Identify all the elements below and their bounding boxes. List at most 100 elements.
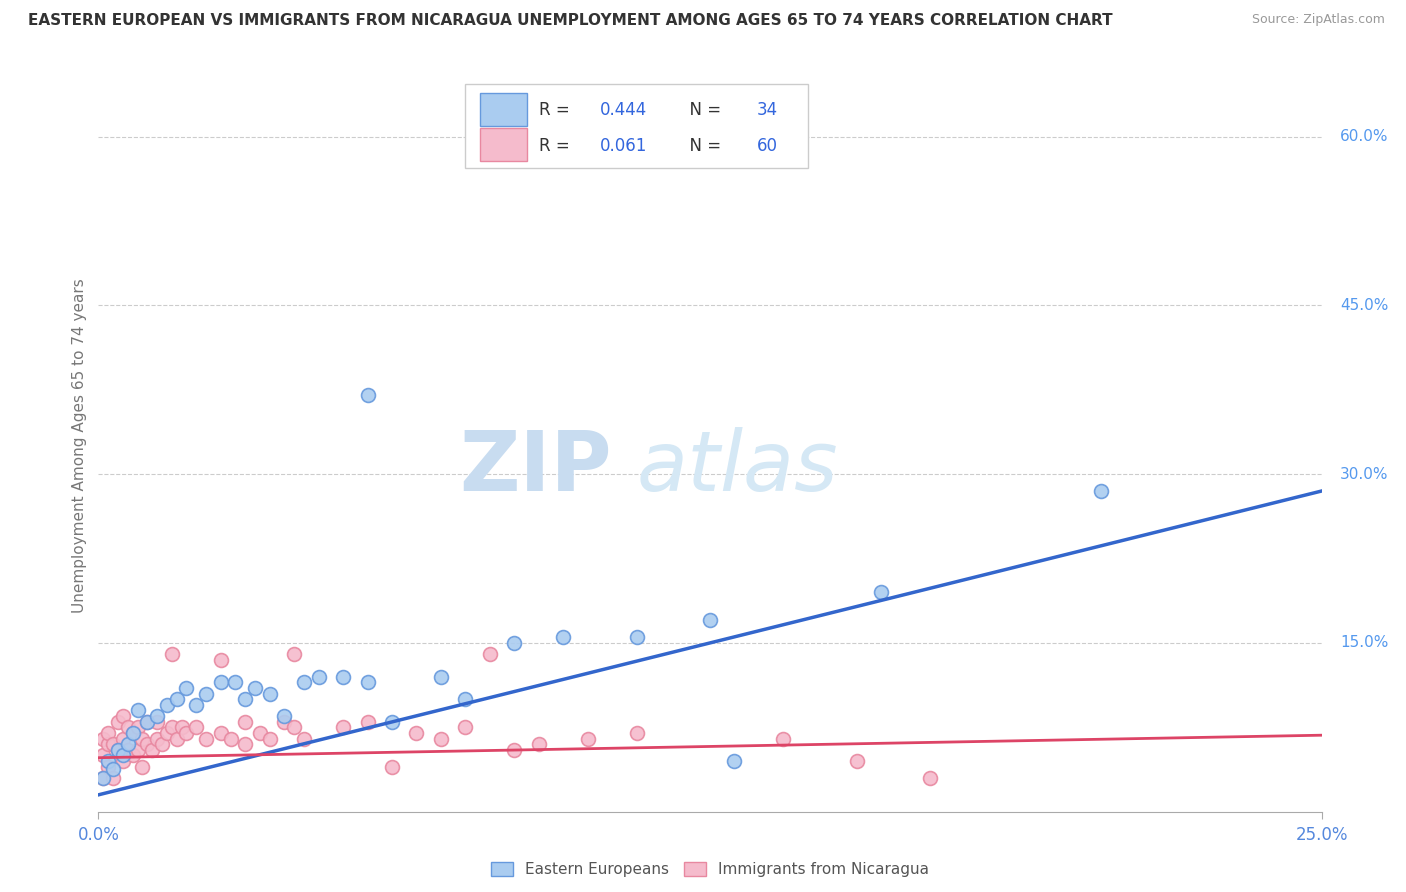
Point [209, 726, 232, 740]
Point [503, 743, 526, 757]
Point [381, 714, 404, 729]
Point [430, 731, 453, 746]
Point [259, 731, 281, 746]
Point [127, 703, 149, 717]
Point [170, 720, 193, 734]
Point [332, 720, 354, 734]
Point [131, 731, 153, 746]
Text: R =: R = [538, 137, 575, 155]
Text: 0.444: 0.444 [600, 101, 647, 119]
Point [273, 709, 295, 723]
Text: R =: R = [538, 101, 575, 119]
Point [259, 687, 281, 701]
Point [1090, 483, 1112, 498]
Point [101, 762, 124, 776]
Point [136, 714, 159, 729]
Text: 45.0%: 45.0% [1340, 298, 1388, 313]
Point [156, 726, 179, 740]
Point [292, 675, 315, 690]
Text: 15.0%: 15.0% [1340, 635, 1388, 650]
FancyBboxPatch shape [465, 84, 808, 168]
Point [292, 731, 315, 746]
Text: EASTERN EUROPEAN VS IMMIGRANTS FROM NICARAGUA UNEMPLOYMENT AMONG AGES 65 TO 74 Y: EASTERN EUROPEAN VS IMMIGRANTS FROM NICA… [28, 13, 1112, 29]
Text: 60: 60 [756, 137, 778, 155]
Text: N =: N = [679, 137, 727, 155]
Point [243, 681, 266, 695]
Point [478, 647, 501, 661]
Point [723, 754, 745, 768]
Point [772, 731, 794, 746]
Point [527, 737, 550, 751]
FancyBboxPatch shape [479, 93, 526, 126]
Text: atlas: atlas [637, 427, 838, 508]
Point [233, 714, 256, 729]
Point [503, 636, 526, 650]
Point [117, 737, 139, 751]
Point [150, 737, 173, 751]
Legend: Eastern Europeans, Immigrants from Nicaragua: Eastern Europeans, Immigrants from Nicar… [484, 855, 936, 885]
Point [97, 726, 120, 740]
Y-axis label: Unemployment Among Ages 65 to 74 years: Unemployment Among Ages 65 to 74 years [72, 278, 87, 614]
Point [166, 692, 188, 706]
Point [283, 647, 305, 661]
Point [156, 698, 179, 712]
Point [97, 754, 120, 768]
Point [176, 681, 198, 695]
Point [209, 653, 232, 667]
Point [626, 630, 648, 644]
Point [356, 714, 378, 729]
Point [249, 726, 271, 740]
Point [576, 731, 599, 746]
Text: Source: ZipAtlas.com: Source: ZipAtlas.com [1251, 13, 1385, 27]
Point [136, 714, 159, 729]
Text: N =: N = [679, 101, 727, 119]
Text: ZIP: ZIP [460, 427, 612, 508]
Point [356, 388, 378, 402]
Point [233, 692, 256, 706]
Point [97, 760, 120, 774]
Point [920, 771, 942, 785]
Point [141, 743, 163, 757]
Point [219, 731, 242, 746]
Point [160, 647, 183, 661]
Point [111, 731, 134, 746]
Point [117, 743, 139, 757]
Point [101, 771, 124, 785]
Point [160, 720, 183, 734]
Point [107, 743, 129, 757]
Point [127, 743, 149, 757]
Point [626, 726, 648, 740]
Text: 0.061: 0.061 [600, 137, 647, 155]
Point [332, 670, 354, 684]
Point [233, 737, 256, 751]
Point [186, 720, 208, 734]
Text: 60.0%: 60.0% [1340, 129, 1389, 144]
Point [121, 748, 143, 763]
Point [97, 737, 120, 751]
Point [146, 714, 169, 729]
Point [209, 675, 232, 690]
Point [195, 731, 218, 746]
Point [845, 754, 868, 768]
Point [699, 614, 721, 628]
Point [91, 771, 114, 785]
Point [283, 720, 305, 734]
Point [870, 585, 893, 599]
Point [91, 731, 114, 746]
Point [91, 748, 114, 763]
Point [136, 737, 159, 751]
Point [107, 743, 129, 757]
Point [224, 675, 246, 690]
Point [127, 720, 149, 734]
Point [121, 726, 143, 740]
Point [356, 675, 378, 690]
Text: 30.0%: 30.0% [1340, 467, 1389, 482]
Point [381, 760, 404, 774]
Point [308, 670, 330, 684]
Point [430, 670, 453, 684]
FancyBboxPatch shape [479, 128, 526, 161]
Point [111, 709, 134, 723]
Point [91, 771, 114, 785]
Point [454, 720, 477, 734]
Point [176, 726, 198, 740]
